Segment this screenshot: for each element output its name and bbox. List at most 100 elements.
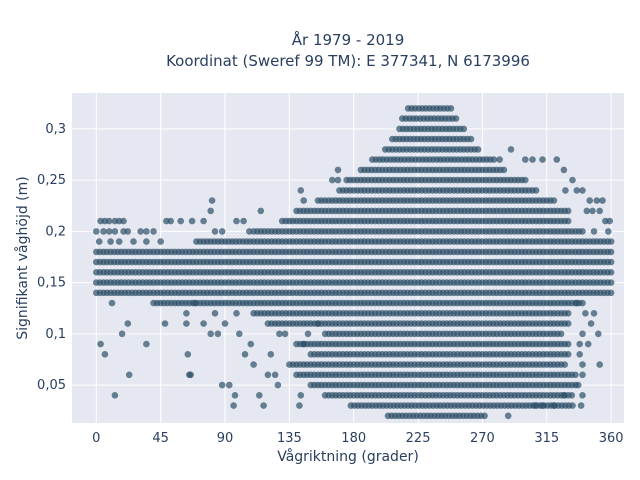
- data-point: [607, 289, 615, 297]
- data-point: [460, 125, 468, 133]
- data-point: [474, 146, 482, 153]
- x-tick-label: 360: [599, 431, 624, 446]
- data-point: [304, 330, 312, 338]
- data-point: [572, 371, 579, 379]
- data-point: [120, 217, 127, 225]
- data-point: [569, 176, 576, 184]
- data-point: [334, 166, 342, 174]
- y-tick-label: 0,2: [45, 224, 66, 239]
- x-tick-label: 315: [534, 431, 559, 446]
- chart-title-line-2: Koordinat (Sweref 99 TM): E 377341, N 61…: [166, 52, 530, 70]
- data-point: [281, 330, 289, 338]
- data-point: [605, 228, 612, 235]
- data-point: [596, 207, 603, 215]
- data-point: [200, 217, 207, 225]
- chart-title-line-1: År 1979 - 2019: [292, 30, 405, 49]
- data-point: [207, 330, 214, 338]
- data-point: [561, 361, 568, 368]
- data-point: [247, 340, 255, 348]
- data-point: [447, 105, 455, 112]
- data-point: [191, 299, 199, 307]
- data-point: [130, 238, 137, 245]
- x-tick-label: 45: [152, 431, 169, 446]
- data-point: [296, 402, 303, 409]
- data-point: [564, 217, 572, 225]
- data-point: [579, 228, 586, 235]
- data-point: [564, 320, 572, 327]
- data-point: [522, 156, 529, 163]
- data-point: [124, 228, 132, 235]
- data-point: [586, 197, 593, 204]
- data-point: [574, 381, 582, 389]
- data-point: [607, 269, 615, 276]
- data-point: [118, 330, 126, 338]
- data-point: [161, 320, 169, 327]
- x-tick-label: 180: [341, 431, 366, 446]
- data-point: [241, 351, 249, 358]
- x-tick-label: 225: [406, 431, 431, 446]
- data-point: [577, 402, 585, 409]
- data-point: [532, 402, 539, 409]
- data-point: [579, 361, 586, 368]
- data-point: [467, 135, 475, 143]
- data-point: [233, 310, 240, 317]
- data-point: [507, 146, 515, 153]
- y-tick-label: 0,1: [45, 327, 66, 342]
- data-point: [579, 299, 586, 307]
- y-tick-label: 0,05: [37, 378, 66, 393]
- data-point: [95, 238, 103, 245]
- plot-area: [72, 93, 624, 423]
- data-point: [529, 156, 536, 163]
- data-point: [584, 340, 592, 348]
- data-point: [105, 217, 113, 225]
- data-point: [573, 299, 581, 307]
- data-point: [230, 402, 237, 409]
- data-point: [596, 361, 603, 368]
- data-point: [569, 402, 576, 409]
- data-point: [108, 299, 116, 307]
- data-point: [606, 217, 613, 225]
- x-tick-label: 135: [277, 431, 302, 446]
- data-point: [504, 412, 512, 420]
- data-point: [300, 197, 308, 204]
- data-point: [583, 207, 591, 215]
- data-point: [576, 351, 583, 358]
- y-axis-label: Signifikant våghöjd (m): [14, 176, 31, 339]
- data-point: [257, 207, 265, 215]
- data-point: [226, 381, 233, 389]
- data-point: [579, 187, 586, 194]
- data-point: [184, 351, 192, 358]
- data-point: [214, 330, 222, 338]
- data-point: [107, 238, 114, 245]
- data-point: [576, 340, 583, 348]
- data-point: [187, 371, 194, 379]
- data-point: [582, 310, 589, 317]
- data-point: [539, 156, 546, 163]
- data-point: [188, 217, 196, 225]
- data-point: [573, 187, 581, 194]
- data-point: [452, 115, 460, 122]
- data-point: [550, 197, 558, 204]
- data-point: [300, 340, 308, 348]
- data-point: [564, 340, 572, 348]
- data-point: [115, 238, 123, 245]
- data-point: [105, 228, 113, 235]
- y-tick-label: 0,15: [37, 276, 66, 291]
- data-point: [143, 238, 150, 245]
- data-point: [218, 228, 226, 235]
- data-point: [101, 351, 109, 358]
- y-tick-labels: 0,05 0,1 0,15 0,2 0,25 0,3: [37, 122, 66, 393]
- data-point: [595, 330, 602, 338]
- data-point: [97, 340, 104, 348]
- data-point: [231, 392, 239, 399]
- data-point: [579, 330, 586, 338]
- data-point: [200, 320, 207, 327]
- x-tick-label: 0: [92, 431, 100, 446]
- data-point: [260, 402, 267, 409]
- data-point: [500, 166, 508, 174]
- data-point: [557, 330, 565, 338]
- data-point: [593, 197, 601, 204]
- data-point: [562, 187, 569, 194]
- data-point: [532, 187, 540, 194]
